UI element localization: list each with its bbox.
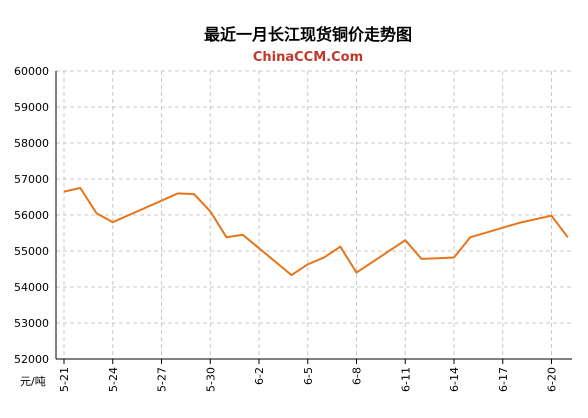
y-tick-label: 57000 xyxy=(14,173,49,186)
y-tick-label: 58000 xyxy=(14,137,49,150)
y-tick-label: 54000 xyxy=(14,281,49,294)
x-tick-label: 6-11 xyxy=(399,367,412,392)
y-tick-label: 60000 xyxy=(14,65,49,78)
x-tick-label: 5-27 xyxy=(156,367,169,392)
y-tick-label: 55000 xyxy=(14,245,49,258)
chart-title: 最近一月长江现货铜价走势图 xyxy=(204,25,412,44)
y-tick-label: 59000 xyxy=(14,101,49,114)
chart-subtitle: ChinaCCM.Com xyxy=(253,50,363,65)
y-tick-label: 52000 xyxy=(14,353,49,366)
x-tick-label: 5-24 xyxy=(107,367,120,392)
axis-layer: 52000 53000 54000 55000 56000 57000 58000 59000… xyxy=(14,65,572,392)
x-tick-label: 6-20 xyxy=(546,367,559,392)
x-tick-label: 6-8 xyxy=(351,367,364,385)
x-tick-label: 5-21 xyxy=(58,367,71,392)
x-tick-label: 6-5 xyxy=(302,367,315,385)
series-line xyxy=(63,187,569,277)
grid-layer xyxy=(56,70,572,359)
y-tick-label: 53000 xyxy=(14,317,49,330)
series-layer xyxy=(63,187,569,277)
x-tick-label: 5-30 xyxy=(204,367,217,392)
y-axis-unit-label: 元/吨 xyxy=(20,375,46,388)
x-tick-label: 6-17 xyxy=(497,367,510,392)
x-tick-label: 6-14 xyxy=(448,367,461,392)
y-tick-label: 56000 xyxy=(14,209,49,222)
x-tick-label: 6-2 xyxy=(253,367,266,385)
